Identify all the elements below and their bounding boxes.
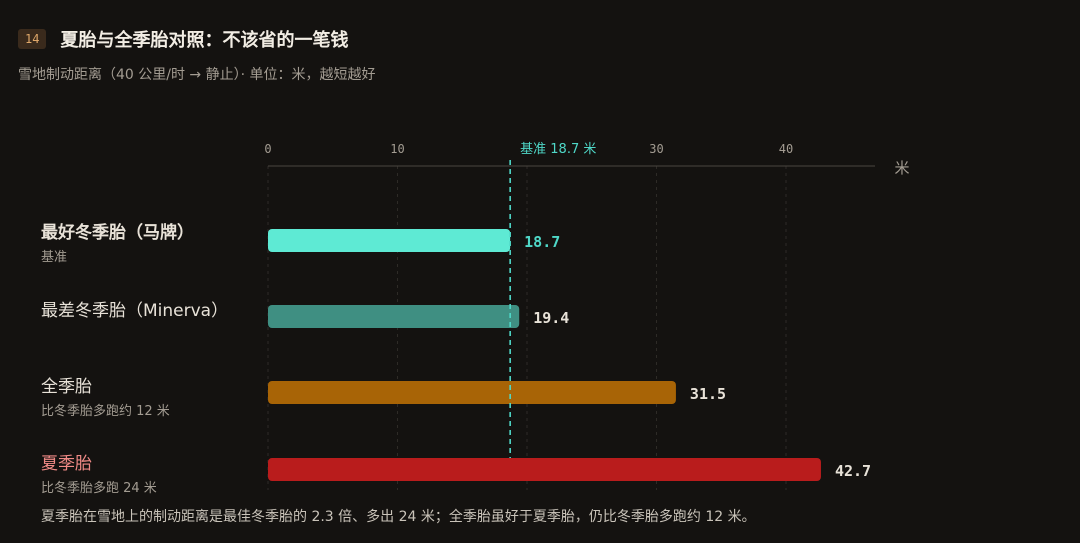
reference-line-label: 基准 18.7 米 [520, 142, 596, 157]
chart-title: 夏胎与全季胎对照：不该省的一笔钱 [60, 30, 349, 51]
row-label-worst-winter: 最差冬季胎（Minerva） [41, 296, 228, 321]
row-label-summer: 夏季胎 比冬季胎多跑 24 米 [41, 449, 157, 496]
x-axis-unit: 米 [894, 159, 909, 177]
row-name: 全季胎 [41, 377, 92, 397]
x-tick-label: 40 [779, 142, 793, 156]
chart-header: 14 夏胎与全季胎对照：不该省的一笔钱 [18, 26, 348, 52]
row-note: 比冬季胎多跑 24 米 [41, 481, 157, 496]
row-label-best-winter: 最好冬季胎（马牌） 基准 [41, 218, 194, 265]
bar-value-label: 42.7 [835, 462, 871, 480]
chart-footnote: 夏季胎在雪地上的制动距离是最佳冬季胎的 2.3 倍、多出 24 米；全季胎虽好于… [41, 509, 756, 525]
chart-subtitle: 雪地制动距离（40 公里/时 → 静止）· 单位：米，越短越好 [18, 67, 376, 83]
bar-value-label: 31.5 [690, 385, 726, 403]
bar-2 [268, 381, 676, 404]
row-note: 比冬季胎多跑约 12 米 [41, 404, 170, 419]
bar-value-label: 18.7 [524, 233, 560, 251]
x-tick-label: 0 [264, 142, 271, 156]
bar-0 [268, 229, 511, 252]
row-note: 基准 [41, 250, 68, 265]
bar-1 [268, 305, 520, 328]
chart-number-badge: 14 [18, 29, 47, 49]
row-name: 最差冬季胎（Minerva） [41, 301, 229, 321]
bar-value-label: 19.4 [533, 309, 569, 327]
row-name: 夏季胎 [41, 454, 92, 474]
x-tick-label: 30 [649, 142, 663, 156]
row-name: 最好冬季胎（马牌） [41, 223, 194, 243]
row-label-all-season: 全季胎 比冬季胎多跑约 12 米 [41, 372, 170, 419]
bar-3 [268, 458, 821, 481]
x-tick-label: 10 [390, 142, 404, 156]
